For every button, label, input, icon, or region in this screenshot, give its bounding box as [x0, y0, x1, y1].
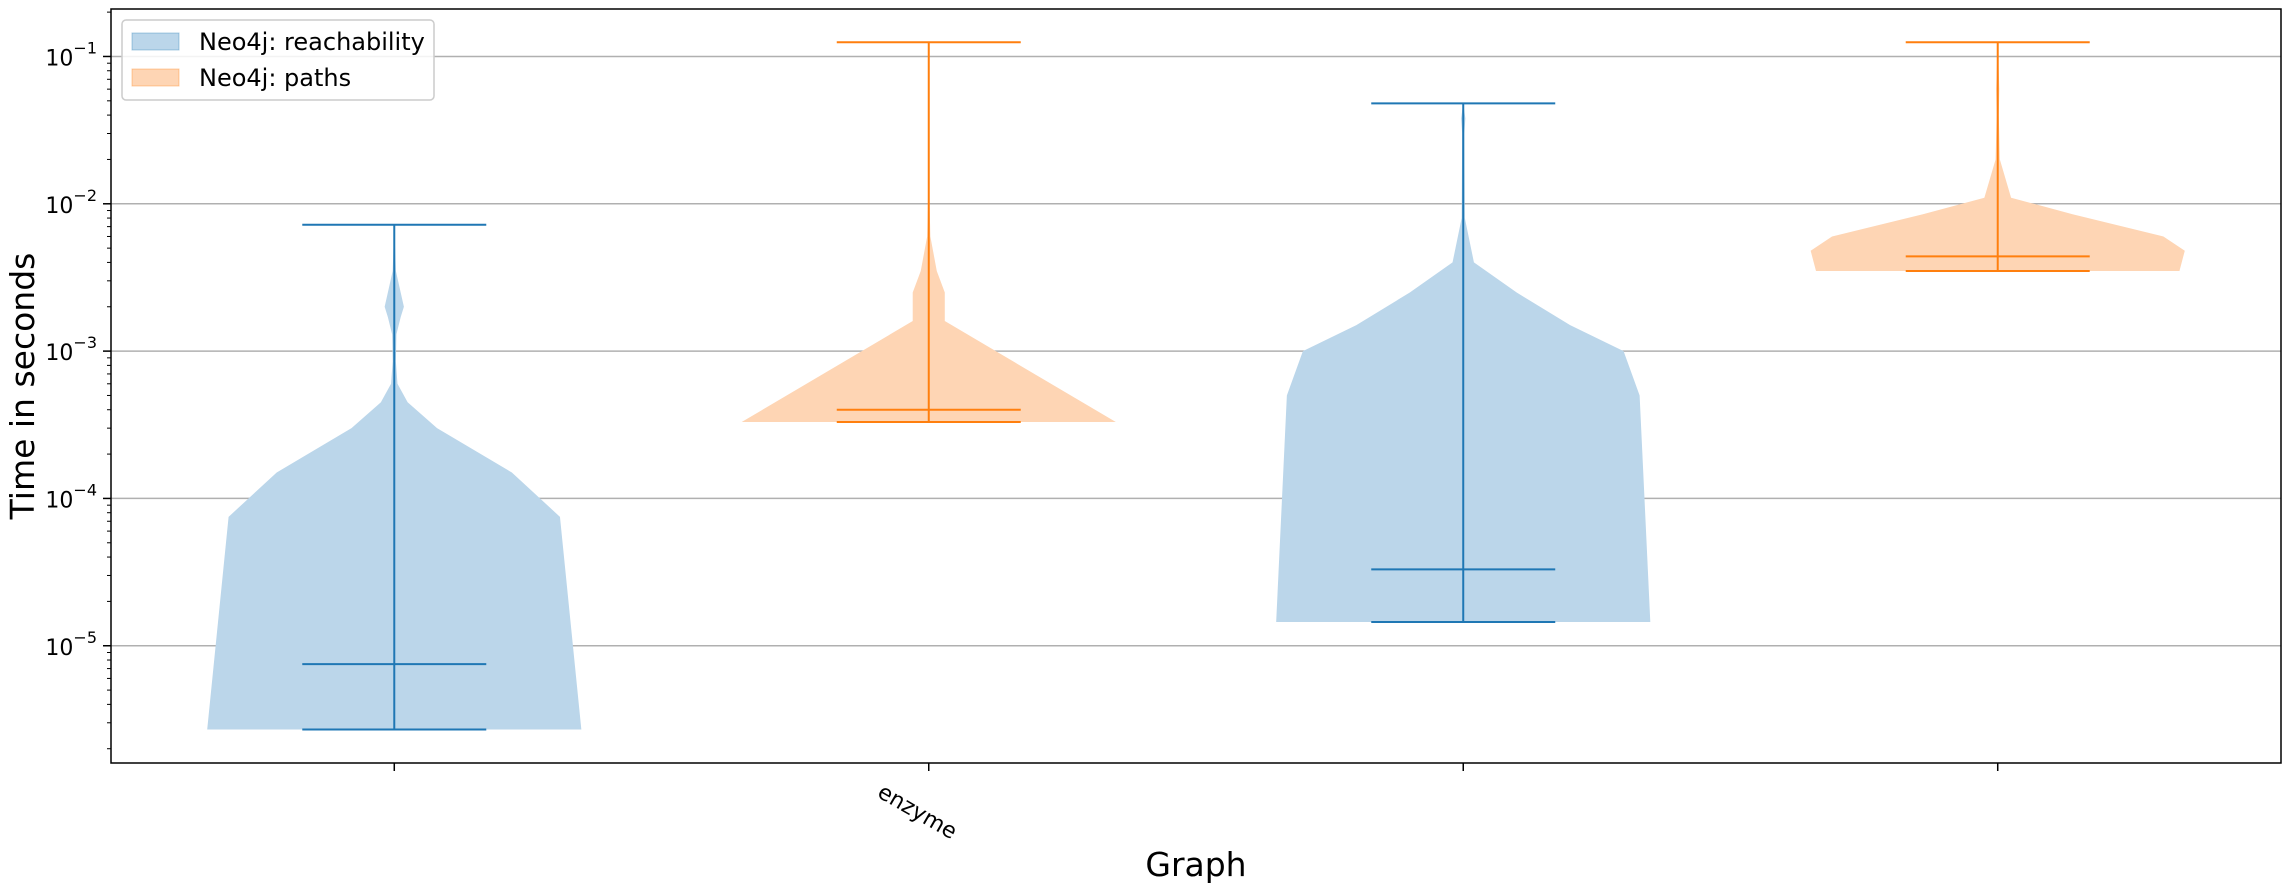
- y-tick-mantissa: 10: [45, 636, 73, 661]
- legend-label: Neo4j: paths: [199, 64, 351, 92]
- y-tick-mantissa: 10: [45, 488, 73, 513]
- y-tick-exponent: −4: [73, 480, 97, 499]
- x-axis-title: Graph: [1145, 845, 1246, 884]
- legend-label: Neo4j: reachability: [199, 28, 425, 56]
- y-tick-mantissa: 10: [45, 46, 73, 71]
- legend-swatch: [131, 32, 180, 51]
- y-tick-label: 10−2: [45, 186, 97, 219]
- y-tick-mantissa: 10: [45, 194, 73, 219]
- y-tick-label: 10−1: [45, 38, 97, 71]
- y-tick-label: 10−4: [45, 480, 97, 513]
- legend: Neo4j: reachability Neo4j: paths: [121, 19, 435, 101]
- legend-box: [121, 19, 435, 101]
- plot-frame: [110, 8, 2282, 764]
- y-axis-ticks: 10−510−410−310−210−1: [45, 11, 111, 750]
- y-tick-label: 10−3: [45, 333, 97, 366]
- y-tick-exponent: −1: [73, 38, 97, 57]
- y-tick-mantissa: 10: [45, 341, 73, 366]
- y-tick-exponent: −2: [73, 186, 97, 205]
- y-tick-exponent: −3: [73, 333, 97, 352]
- y-axis-title: Time in seconds: [3, 253, 42, 521]
- y-tick-label: 10−5: [45, 628, 97, 661]
- y-tick-exponent: −5: [73, 628, 97, 647]
- violin-stat-lines: [302, 41, 2090, 731]
- legend-swatch: [131, 68, 180, 87]
